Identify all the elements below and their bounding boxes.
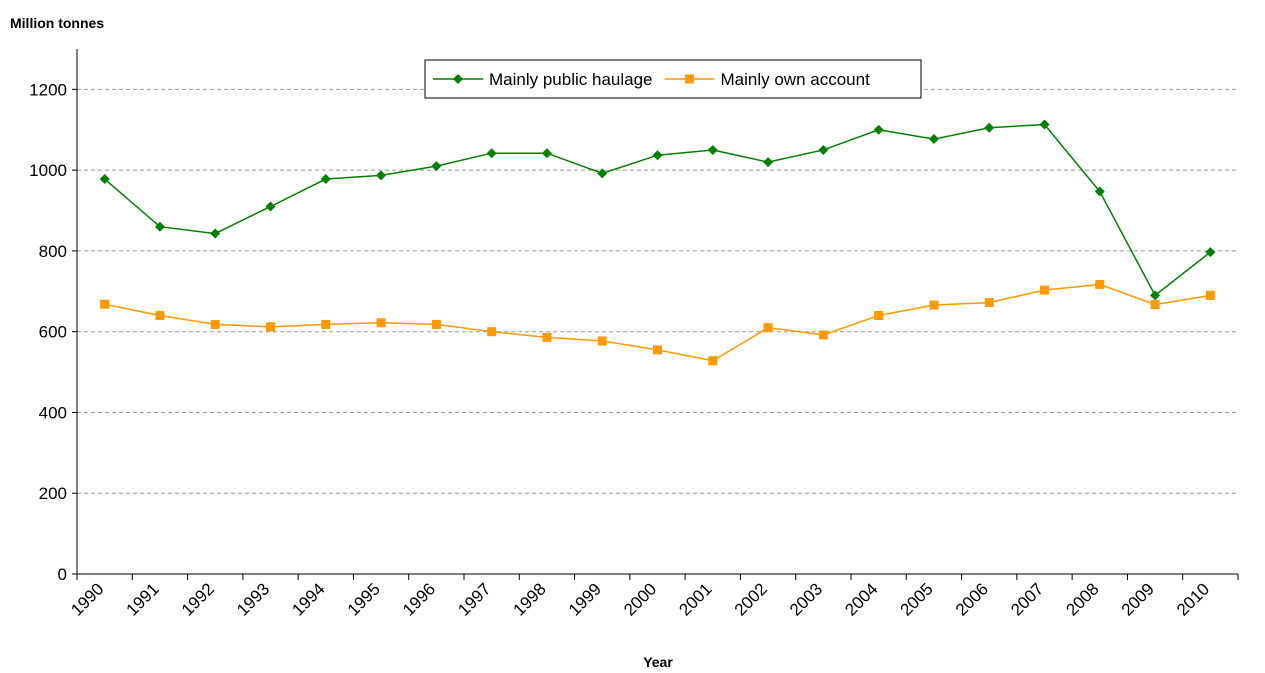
x-tick-label: 2009: [1118, 579, 1158, 619]
x-tick-label: 2010: [1173, 579, 1213, 619]
x-tick-label: 2002: [731, 579, 771, 619]
x-tick-label: 1994: [288, 579, 328, 619]
marker: [155, 311, 165, 321]
marker: [818, 330, 828, 340]
marker: [984, 122, 995, 133]
marker: [266, 322, 275, 332]
x-tick-label: 2008: [1062, 579, 1102, 619]
marker: [321, 319, 331, 329]
x-tick-label: 1992: [178, 579, 218, 619]
marker: [431, 319, 441, 329]
marker: [763, 157, 774, 168]
marker: [542, 332, 552, 342]
y-tick-label: 0: [58, 565, 67, 584]
marker: [928, 134, 939, 145]
marker: [707, 144, 718, 155]
y-tick-label: 1000: [29, 161, 67, 180]
marker: [210, 228, 221, 239]
legend-label: Mainly own account: [721, 70, 871, 89]
legend-label: Mainly public haulage: [489, 70, 653, 89]
marker: [1094, 186, 1105, 197]
y-tick-label: 1200: [29, 80, 67, 99]
x-axis-title: Year: [643, 654, 673, 670]
marker: [1039, 119, 1050, 130]
y-tick-label: 200: [39, 484, 67, 503]
marker: [652, 150, 663, 161]
marker: [486, 148, 497, 159]
marker: [376, 318, 386, 328]
marker: [929, 300, 939, 310]
x-tick-label: 2000: [620, 579, 660, 619]
y-tick-label: 400: [39, 403, 67, 422]
marker: [1150, 300, 1160, 310]
legend-marker: [685, 74, 694, 84]
marker: [874, 311, 884, 321]
marker: [763, 323, 773, 333]
x-tick-label: 1993: [233, 579, 273, 619]
x-tick-label: 1991: [123, 579, 163, 619]
marker: [99, 174, 110, 185]
x-tick-label: 1996: [399, 579, 439, 619]
marker: [1095, 279, 1105, 289]
marker: [210, 319, 220, 329]
marker: [376, 170, 387, 181]
marker: [984, 298, 994, 308]
marker: [1150, 290, 1161, 301]
marker: [265, 201, 276, 212]
x-tick-label: 1990: [67, 579, 107, 619]
y-tick-label: 600: [39, 323, 67, 342]
marker: [597, 168, 608, 179]
x-tick-label: 1995: [344, 579, 384, 619]
marker: [708, 356, 718, 366]
x-tick-label: 1997: [454, 579, 494, 619]
y-axis-title: Million tonnes: [10, 15, 104, 31]
marker: [818, 144, 829, 155]
x-tick-label: 1998: [510, 579, 550, 619]
marker: [1205, 290, 1215, 300]
marker: [431, 161, 442, 172]
marker: [154, 221, 165, 232]
marker: [1040, 285, 1049, 295]
x-tick-label: 2003: [786, 579, 826, 619]
marker: [100, 299, 110, 309]
x-tick-label: 2007: [1007, 579, 1047, 619]
marker: [541, 148, 552, 159]
marker: [653, 345, 662, 355]
x-tick-label: 2001: [675, 579, 715, 619]
marker: [320, 174, 331, 185]
legend-marker: [453, 74, 463, 84]
marker: [487, 327, 497, 337]
legend: Mainly public haulage Mainly own account: [424, 59, 922, 99]
x-tick-label: 1999: [565, 579, 605, 619]
marker: [597, 336, 607, 346]
x-tick-label: 2006: [952, 579, 992, 619]
marker: [873, 124, 884, 135]
y-tick-label: 800: [39, 242, 67, 261]
x-tick-label: 2004: [841, 579, 881, 619]
marker: [1205, 247, 1216, 258]
x-tick-label: 2005: [897, 579, 937, 619]
